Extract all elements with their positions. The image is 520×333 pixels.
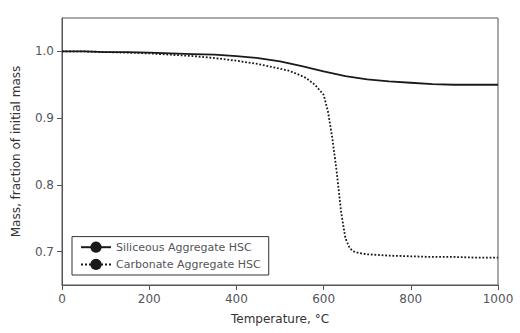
svg-text:0: 0: [58, 292, 66, 306]
svg-text:1000: 1000: [483, 292, 514, 306]
svg-text:Temperature, °C: Temperature, °C: [230, 312, 329, 326]
svg-text:Carbonate Aggregate HSC: Carbonate Aggregate HSC: [116, 258, 261, 271]
svg-text:1.0: 1.0: [35, 44, 54, 58]
svg-text:400: 400: [225, 292, 248, 306]
svg-text:600: 600: [312, 292, 335, 306]
svg-text:800: 800: [399, 292, 422, 306]
svg-text:Mass, fraction of initial mass: Mass, fraction of initial mass: [9, 66, 23, 238]
svg-text:0.7: 0.7: [35, 245, 54, 259]
svg-text:0.8: 0.8: [35, 178, 54, 192]
svg-text:Siliceous Aggregate HSC: Siliceous Aggregate HSC: [116, 241, 252, 254]
svg-text:200: 200: [138, 292, 161, 306]
svg-text:0.9: 0.9: [35, 111, 54, 125]
